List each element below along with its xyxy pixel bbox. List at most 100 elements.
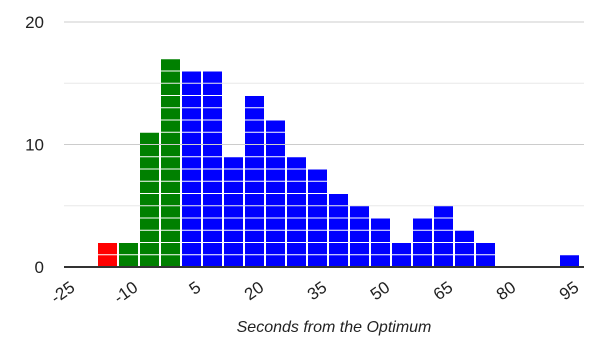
bar-unit-block xyxy=(434,230,453,242)
bar-unit-block xyxy=(455,255,474,267)
bar-unit-block xyxy=(350,243,369,255)
bar-unit-block xyxy=(245,230,264,242)
bar-unit-block xyxy=(245,157,264,169)
bar-unit-block xyxy=(161,243,180,255)
bar-unit-block xyxy=(182,145,201,157)
bar-unit-block xyxy=(224,169,243,181)
bar-unit-block xyxy=(203,157,222,169)
x-tick-label: 95 xyxy=(556,278,582,304)
bar-unit-block xyxy=(455,243,474,255)
bar-unit-block xyxy=(203,230,222,242)
gridlines xyxy=(64,21,584,207)
bar-unit-block xyxy=(266,169,285,181)
x-tick-label: 5 xyxy=(186,278,205,299)
bar-unit-block xyxy=(203,194,222,206)
bar-unit-block xyxy=(266,243,285,255)
bar-unit-block xyxy=(434,206,453,218)
histogram-bar xyxy=(224,157,243,267)
histogram-bar xyxy=(161,59,180,267)
bar-unit-block xyxy=(560,255,579,267)
bar-unit-block xyxy=(266,145,285,157)
bar-unit-block xyxy=(287,218,306,230)
bar-unit-block xyxy=(308,230,327,242)
bar-unit-block xyxy=(476,243,495,255)
bar-unit-block xyxy=(161,132,180,144)
bar-unit-block xyxy=(371,255,390,267)
bar-unit-block xyxy=(182,83,201,95)
bar-unit-block xyxy=(308,181,327,193)
bar-unit-block xyxy=(140,157,159,169)
histogram-bar xyxy=(119,243,138,267)
bar-unit-block xyxy=(140,230,159,242)
y-tick-label: 0 xyxy=(35,258,44,277)
bar-unit-block xyxy=(224,181,243,193)
x-tick-label: 65 xyxy=(430,278,456,304)
bar-unit-block xyxy=(266,157,285,169)
bar-unit-block xyxy=(308,194,327,206)
bar-unit-block xyxy=(161,194,180,206)
bar-unit-block xyxy=(119,243,138,255)
x-tick-label: -10 xyxy=(110,278,141,308)
bar-unit-block xyxy=(266,194,285,206)
bar-unit-block xyxy=(182,230,201,242)
bar-unit-block xyxy=(329,230,348,242)
bar-unit-block xyxy=(245,243,264,255)
histogram-bar xyxy=(413,218,432,267)
histogram-bar xyxy=(245,96,264,267)
bar-unit-block xyxy=(413,230,432,242)
bar-unit-block xyxy=(245,145,264,157)
histogram-bar xyxy=(203,71,222,267)
bar-unit-block xyxy=(308,169,327,181)
x-tick-label: 50 xyxy=(367,278,393,304)
bar-unit-block xyxy=(308,218,327,230)
bar-unit-block xyxy=(224,194,243,206)
histogram-bars xyxy=(98,59,579,267)
bar-unit-block xyxy=(413,255,432,267)
bar-unit-block xyxy=(203,83,222,95)
bar-unit-block xyxy=(119,255,138,267)
bar-unit-block xyxy=(245,169,264,181)
bar-unit-block xyxy=(434,255,453,267)
bar-unit-block xyxy=(266,206,285,218)
bar-unit-block xyxy=(266,218,285,230)
bar-unit-block xyxy=(182,243,201,255)
bar-unit-block xyxy=(140,206,159,218)
bar-unit-block xyxy=(203,243,222,255)
bar-unit-block xyxy=(161,206,180,218)
bar-unit-block xyxy=(140,169,159,181)
bar-unit-block xyxy=(245,206,264,218)
y-tick-label: 10 xyxy=(25,136,44,155)
bar-unit-block xyxy=(161,218,180,230)
bar-unit-block xyxy=(161,230,180,242)
bar-unit-block xyxy=(182,96,201,108)
bar-unit-block xyxy=(203,255,222,267)
bar-unit-block xyxy=(287,255,306,267)
histogram-bar xyxy=(308,169,327,267)
bar-unit-block xyxy=(308,255,327,267)
bar-unit-block xyxy=(182,206,201,218)
bar-unit-block xyxy=(287,157,306,169)
bar-unit-block xyxy=(161,71,180,83)
histogram-bar xyxy=(182,71,201,267)
bar-unit-block xyxy=(161,169,180,181)
bar-unit-block xyxy=(287,243,306,255)
bar-unit-block xyxy=(182,218,201,230)
bar-unit-block xyxy=(182,71,201,83)
bar-unit-block xyxy=(98,255,117,267)
bar-unit-block xyxy=(182,108,201,120)
bar-unit-block xyxy=(308,206,327,218)
x-axis-label: Seconds from the Optimum xyxy=(237,319,432,336)
bar-unit-block xyxy=(140,255,159,267)
bar-unit-block xyxy=(287,169,306,181)
bar-unit-block xyxy=(266,181,285,193)
bar-unit-block xyxy=(182,255,201,267)
y-tick-label: 20 xyxy=(25,13,44,32)
bar-unit-block xyxy=(140,145,159,157)
bar-unit-block xyxy=(140,181,159,193)
histogram-bar xyxy=(371,218,390,267)
bar-unit-block xyxy=(161,181,180,193)
bar-unit-block xyxy=(266,132,285,144)
bar-unit-block xyxy=(245,181,264,193)
bar-unit-block xyxy=(266,230,285,242)
bar-unit-block xyxy=(287,206,306,218)
